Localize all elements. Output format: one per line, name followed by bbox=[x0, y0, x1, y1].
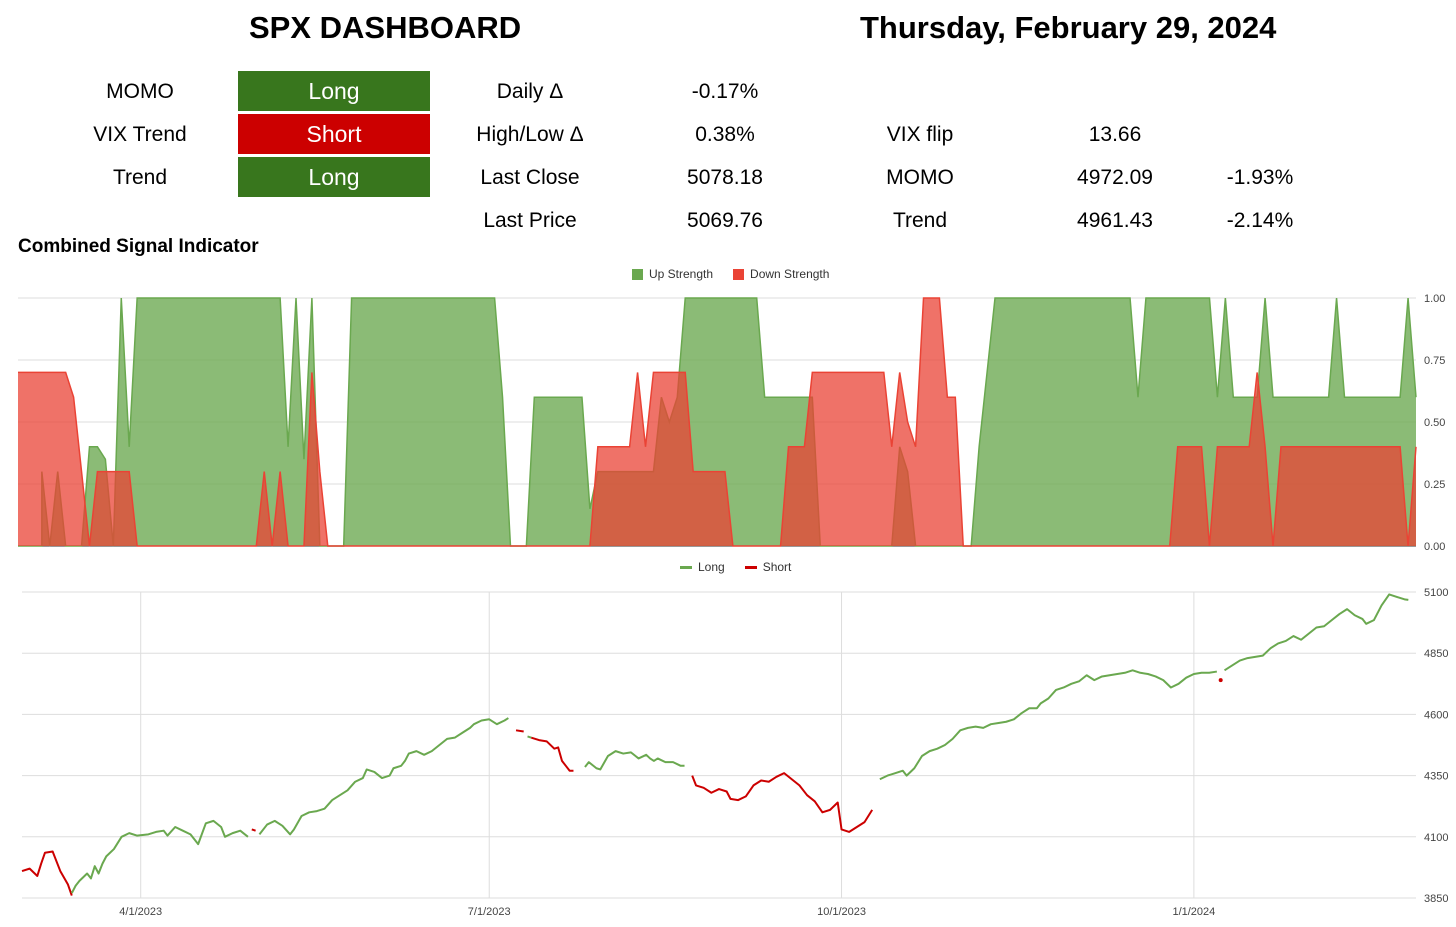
signal-state-vix-trend: Short bbox=[238, 114, 430, 154]
short-series-segment bbox=[515, 729, 524, 733]
short-series-segment bbox=[691, 772, 874, 833]
signal-label-vix-trend: VIX Trend bbox=[93, 123, 187, 146]
strength-y-tick-label: 0.25 bbox=[1424, 479, 1445, 491]
down-strength-area-fill bbox=[18, 298, 1416, 546]
price-legend: Long Short bbox=[680, 560, 791, 574]
trend-level-value: 4961.43 bbox=[1077, 209, 1153, 232]
short-line-swatch bbox=[744, 565, 757, 569]
price-y-tick-label: 4600 bbox=[1424, 709, 1448, 721]
momo-level-value: 4972.09 bbox=[1077, 166, 1153, 189]
trend-level-pct: -2.14% bbox=[1226, 209, 1294, 232]
long-line-swatch bbox=[680, 565, 692, 569]
dashboard-date: Thursday, February 29, 2024 bbox=[860, 10, 1277, 45]
high-low-delta-label: High/Low Δ bbox=[476, 123, 584, 146]
price-y-tick-label: 4100 bbox=[1424, 832, 1448, 844]
price-x-tick-label: 1/1/2024 bbox=[1172, 906, 1215, 918]
last-price-value: 5069.76 bbox=[687, 209, 763, 232]
price-x-tick-label: 7/1/2023 bbox=[468, 906, 511, 918]
up-strength-legend-label: Up Strength bbox=[649, 267, 714, 281]
strength-area-chart: 1.00 0.75 0.50 0.25 0.00 bbox=[18, 293, 1445, 553]
daily-delta-label: Daily Δ bbox=[496, 80, 564, 103]
section-title: Combined Signal Indicator bbox=[18, 236, 259, 257]
price-y-tick-label: 4350 bbox=[1424, 771, 1448, 783]
strength-legend: Up Strength Down Strength bbox=[632, 267, 829, 281]
dashboard-title: SPX DASHBOARD bbox=[249, 10, 522, 45]
last-price-label: Last Price bbox=[483, 209, 577, 232]
short-series-segment bbox=[21, 850, 73, 896]
long-series-segment bbox=[527, 735, 532, 739]
signal-state-trend: Long bbox=[238, 157, 430, 197]
price-line-chart: 5100 4850 4600 4350 4100 3850 4/1/2023 7/1/2023… bbox=[21, 587, 1448, 918]
down-strength-legend-label: Down Strength bbox=[750, 267, 830, 281]
trend-level-label: Trend bbox=[892, 209, 948, 232]
price-x-tick-label: 4/1/2023 bbox=[119, 906, 162, 918]
high-low-delta-value: 0.38% bbox=[695, 123, 755, 146]
up-strength-area-fill bbox=[18, 298, 1416, 546]
price-y-tick-label: 5100 bbox=[1424, 587, 1448, 599]
vix-flip-label: VIX flip bbox=[886, 123, 954, 146]
strength-y-tick-label: 1.00 bbox=[1424, 293, 1445, 305]
short-legend-label: Short bbox=[762, 560, 792, 574]
down-strength-area-line bbox=[18, 297, 1417, 547]
strength-y-tick-label: 0.50 bbox=[1424, 417, 1445, 429]
up-strength-swatch bbox=[632, 268, 643, 280]
long-series-segment bbox=[70, 819, 249, 894]
signal-label-trend: Trend bbox=[112, 166, 168, 189]
price-y-tick-label: 4850 bbox=[1424, 648, 1448, 660]
long-series-segment bbox=[1223, 593, 1409, 672]
price-y-tick-label: 3850 bbox=[1424, 893, 1448, 905]
daily-delta-value: -0.17% bbox=[691, 80, 759, 103]
short-series-segment bbox=[531, 736, 574, 772]
short-series-segment bbox=[251, 828, 256, 832]
long-series-segment bbox=[879, 669, 1218, 781]
long-legend-label: Long bbox=[698, 560, 725, 574]
long-series-segment bbox=[258, 717, 509, 836]
price-x-tick-label: 10/1/2023 bbox=[817, 906, 866, 918]
down-strength-swatch bbox=[733, 268, 745, 280]
strength-y-tick-label: 0.75 bbox=[1424, 355, 1445, 367]
last-close-label: Last Close bbox=[480, 166, 580, 189]
momo-level-pct: -1.93% bbox=[1226, 166, 1294, 189]
long-series-segment bbox=[584, 750, 685, 771]
short-point bbox=[1218, 678, 1223, 683]
vix-flip-value: 13.66 bbox=[1088, 123, 1142, 146]
strength-y-tick-label: 0.00 bbox=[1424, 541, 1445, 553]
signal-label-momo: MOMO bbox=[106, 80, 174, 103]
last-close-value: 5078.18 bbox=[687, 166, 763, 189]
momo-level-label: MOMO bbox=[886, 166, 954, 189]
signal-state-momo: Long bbox=[238, 71, 430, 111]
